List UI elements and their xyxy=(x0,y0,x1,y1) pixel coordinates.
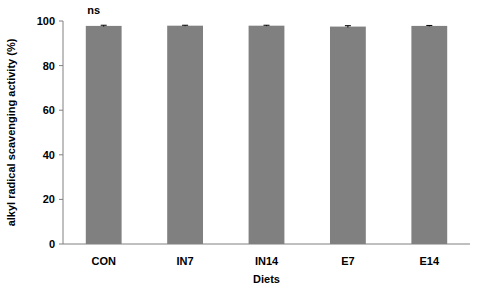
bar xyxy=(249,26,285,244)
error-bar xyxy=(101,25,107,26)
error-bar xyxy=(182,25,188,27)
y-tick xyxy=(59,110,63,111)
error-cap xyxy=(345,25,351,26)
error-cap xyxy=(426,25,432,26)
bars xyxy=(86,25,447,244)
bar xyxy=(86,26,122,244)
error-bar xyxy=(426,25,432,27)
y-tick-label: 60 xyxy=(43,104,55,116)
y-tick xyxy=(59,199,63,200)
bar xyxy=(167,26,203,244)
annotation: ns xyxy=(87,4,100,16)
error-cap xyxy=(264,25,270,26)
error-cap xyxy=(101,25,107,26)
x-tick-label: CON xyxy=(91,255,116,267)
x-tick-label: IN14 xyxy=(255,255,279,267)
y-tick-label: 0 xyxy=(49,238,55,250)
error-bar xyxy=(345,26,351,28)
y-tick xyxy=(59,154,63,155)
x-tick-label: IN7 xyxy=(177,255,194,267)
y-axis-title: alkyl radical scavenging activity (%) xyxy=(5,38,17,226)
x-axis-title: Diets xyxy=(253,273,280,285)
chart-container: 0 20 40 60 80 100 CON IN7 IN14 E7 E14 Diets alkyl ra… xyxy=(0,0,480,288)
bar xyxy=(330,27,366,244)
y-tick-label: 40 xyxy=(43,149,55,161)
y-axis xyxy=(63,21,64,244)
y-tick xyxy=(59,65,63,66)
y-tick-label: 80 xyxy=(43,60,55,72)
y-tick-label: 100 xyxy=(37,15,55,27)
x-tick-label: E14 xyxy=(420,255,440,267)
x-axis xyxy=(63,244,470,245)
error-cap xyxy=(182,25,188,26)
error-bar xyxy=(264,25,270,27)
y-tick xyxy=(59,244,63,245)
x-tick-label: E7 xyxy=(341,255,354,267)
y-tick xyxy=(59,21,63,22)
bar xyxy=(411,26,447,244)
chart: 0 20 40 60 80 100 CON IN7 IN14 E7 E14 Diets alkyl ra… xyxy=(0,0,480,288)
y-tick-label: 20 xyxy=(43,193,55,205)
